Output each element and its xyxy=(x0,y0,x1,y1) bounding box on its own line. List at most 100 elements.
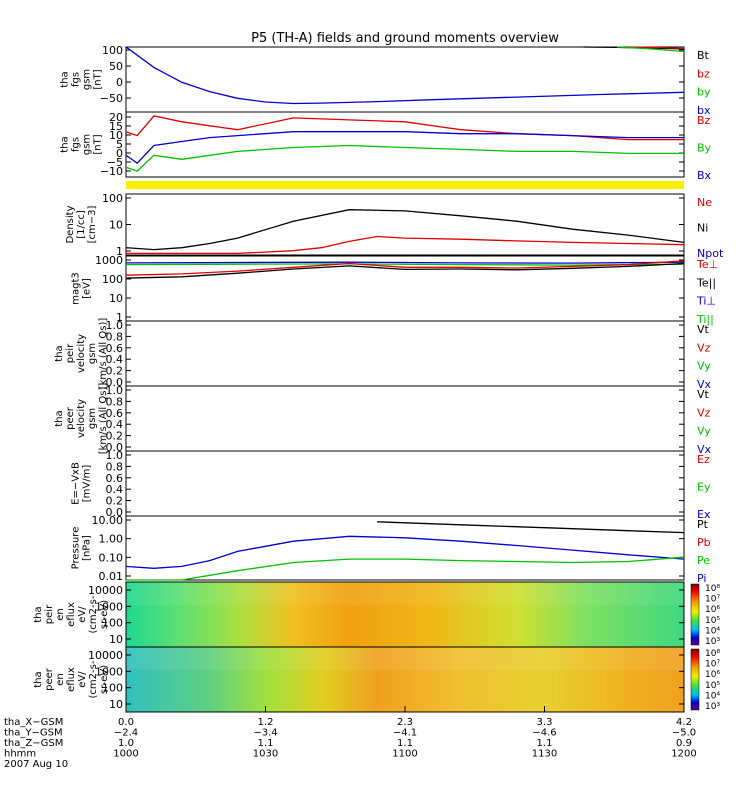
y-tick-label: 10 xyxy=(109,698,123,711)
series-Ne xyxy=(126,235,685,255)
y-axis-label: fgs xyxy=(71,137,82,152)
x-tick-label: 1000 xyxy=(113,749,138,760)
y-tick-label: 100 xyxy=(102,617,123,630)
legend-entry: Ti|| xyxy=(696,313,714,326)
x-tick-label: 1200 xyxy=(671,749,696,760)
y-tick-label: 0.8 xyxy=(106,395,124,408)
y-tick-label: 1.00 xyxy=(99,533,124,546)
y-tick-label: 10 xyxy=(109,129,123,142)
y-tick-label: 0.2 xyxy=(106,430,124,443)
y-axis-label: [nT] xyxy=(93,69,104,89)
colorbar-tick: 10⁷ xyxy=(705,595,720,605)
heatmap-peer-eflux xyxy=(126,647,684,712)
y-tick-label: 0.6 xyxy=(106,472,124,485)
x-tick-label: 2.3 xyxy=(397,717,413,728)
y-axis-label: peir xyxy=(65,343,76,363)
colorbar-tick: 10⁴ xyxy=(705,691,720,701)
x-row-label: tha_X−GSM xyxy=(4,717,63,728)
legend-entry: Vx xyxy=(697,378,712,391)
y-axis-label: (cm2-s- xyxy=(88,660,99,698)
y-tick-label: 1000 xyxy=(95,665,123,678)
x-tick-label: 1.1 xyxy=(397,738,413,749)
colorbar-peer-eflux xyxy=(690,648,700,711)
legend-entry: Ex xyxy=(697,508,711,521)
legend-entry: Pi xyxy=(697,572,706,585)
panel-frame-peer-velocity xyxy=(125,385,685,452)
y-axis-label: eflux xyxy=(66,667,77,692)
colorbar-tick: 10⁸ xyxy=(705,584,720,594)
y-axis-label: [km/s (All Qs)] xyxy=(98,383,109,455)
chart-title: P5 (TH-A) fields and ground moments over… xyxy=(251,31,559,46)
y-axis-label: peer xyxy=(65,406,76,430)
y-axis-label: tha xyxy=(60,71,71,87)
y-tick-label: 10000 xyxy=(88,584,123,597)
y-axis-label: gsm xyxy=(87,343,98,364)
y-tick-label: 0.0 xyxy=(106,376,124,389)
legend-entry: Vx xyxy=(697,443,712,456)
y-axis-label: gsm xyxy=(82,134,93,155)
y-axis-label: Pressure xyxy=(71,527,82,570)
colorbar-tick: 10⁵ xyxy=(705,616,720,626)
y-tick-label: 100 xyxy=(102,682,123,695)
y-tick-label: 1000 xyxy=(95,254,123,267)
legend-entry: Bt xyxy=(697,49,710,62)
y-axis-label: sr-eV) xyxy=(99,665,110,694)
legend-entry: by xyxy=(697,86,711,99)
colorbar-tick: 10⁵ xyxy=(705,681,720,691)
y-tick-label: 20 xyxy=(109,111,123,124)
legend-entry: Te⊥ xyxy=(696,258,718,271)
y-axis-label: eV/ xyxy=(77,606,88,623)
y-tick-label: 1.0 xyxy=(106,384,124,397)
y-axis-label: tha xyxy=(54,410,65,426)
y-tick-label: 0.6 xyxy=(106,407,124,420)
y-tick-label: 100 xyxy=(102,44,123,57)
y-tick-label: 1.0 xyxy=(106,319,124,332)
series-Pt xyxy=(377,521,685,534)
y-axis-label: fgs xyxy=(71,72,82,87)
x-tick-label: 1.0 xyxy=(118,738,134,749)
x-tick-label: −3.4 xyxy=(253,728,277,739)
series-by xyxy=(616,46,685,53)
series-Bx xyxy=(125,131,684,165)
y-tick-label: 0.4 xyxy=(106,353,124,366)
y-tick-label: 0.10 xyxy=(99,551,124,564)
series-Ti|| xyxy=(125,263,685,266)
y-tick-label: 10 xyxy=(109,219,123,232)
y-axis-label: E=−VxB xyxy=(71,462,82,505)
y-tick-label: 0.6 xyxy=(106,342,124,355)
legend-entry: Ni xyxy=(697,222,708,235)
y-tick-label: 0.2 xyxy=(106,495,124,508)
y-tick-label: −10 xyxy=(100,165,123,178)
colorbar-tick: 10⁶ xyxy=(705,605,720,615)
series-Pi xyxy=(125,535,685,569)
legend-entry: Ne xyxy=(697,196,712,209)
y-axis-label: [cm−3] xyxy=(87,206,98,244)
heatmap-peir-eflux xyxy=(126,582,684,647)
series-Te|| xyxy=(125,262,685,279)
y-tick-label: 0.2 xyxy=(106,365,124,378)
y-axis-label: [1/cc] xyxy=(76,210,87,239)
y-tick-label: 10 xyxy=(109,633,123,646)
series-Ni xyxy=(125,209,685,251)
spacecraft-mode-bar xyxy=(126,181,684,189)
y-tick-label: 0 xyxy=(116,76,123,89)
legend-entry: bz xyxy=(697,67,710,80)
y-axis-label: [km/s (All Qs)] xyxy=(98,318,109,390)
colorbar-tick: 10⁷ xyxy=(705,660,720,670)
y-tick-label: 0.8 xyxy=(106,460,124,473)
x-tick-label: −2.4 xyxy=(114,728,138,739)
legend-entry: bx xyxy=(697,104,711,117)
y-tick-label: −50 xyxy=(100,92,123,105)
y-tick-label: 1.0 xyxy=(106,449,124,462)
legend-entry: Vy xyxy=(697,360,711,373)
legend-entry: Pt xyxy=(697,518,709,531)
series-By xyxy=(125,144,684,172)
y-tick-label: 0.0 xyxy=(106,441,124,454)
panel-frame-e-field xyxy=(125,450,685,517)
y-tick-label: 0 xyxy=(116,147,123,160)
y-tick-label: 10.00 xyxy=(92,514,124,527)
y-axis-label: tha xyxy=(54,345,65,361)
y-axis-label: tha xyxy=(33,671,44,687)
legend-entry: Te|| xyxy=(696,276,716,289)
